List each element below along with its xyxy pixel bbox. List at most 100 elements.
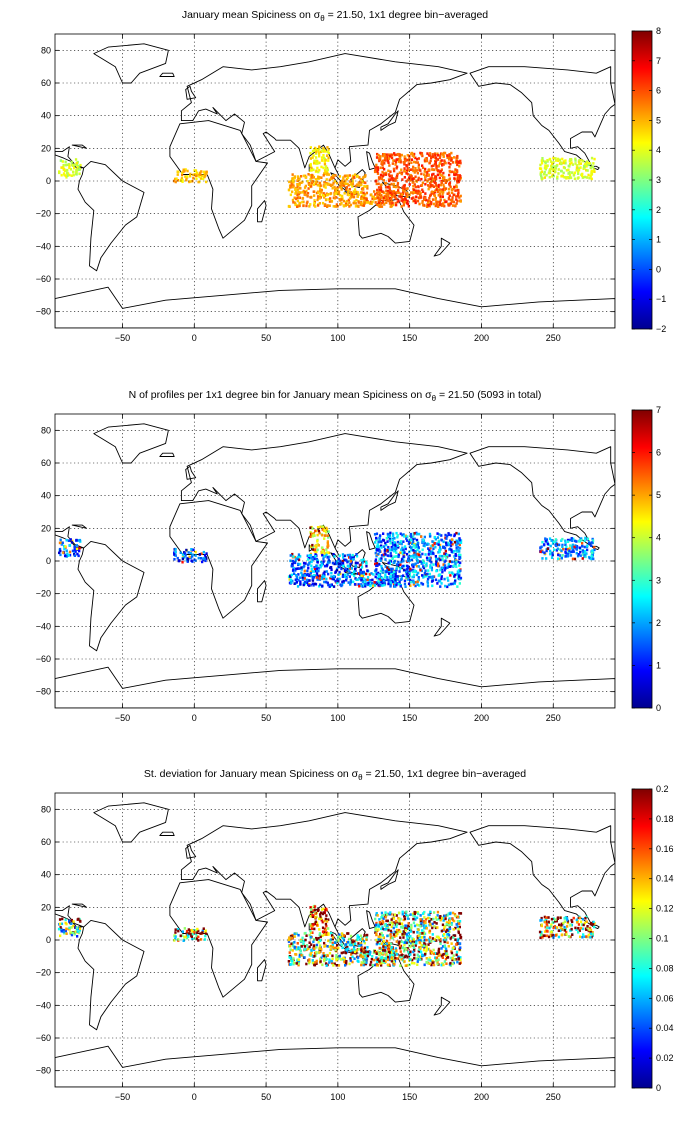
data-bin: [425, 198, 428, 202]
data-bin: [392, 574, 395, 577]
data-bin: [306, 192, 310, 195]
data-bin: [424, 918, 428, 921]
data-bin: [458, 575, 461, 578]
data-bin: [454, 168, 457, 171]
data-bin: [331, 561, 335, 565]
data-bin: [405, 933, 408, 936]
data-bin: [73, 932, 76, 936]
data-bin: [407, 172, 410, 176]
data-bin: [312, 548, 315, 551]
data-bin: [450, 200, 454, 203]
data-bin: [455, 923, 458, 926]
data-bin: [365, 564, 368, 568]
data-bin: [380, 931, 383, 935]
data-bin: [579, 926, 583, 930]
data-bin: [66, 174, 69, 177]
data-bin: [387, 582, 390, 586]
data-bin: [434, 958, 437, 961]
data-bin: [322, 185, 326, 188]
data-bin: [560, 924, 563, 927]
data-bin: [387, 561, 390, 565]
data-bin: [386, 566, 389, 569]
data-bin: [413, 532, 416, 535]
data-bin: [324, 530, 328, 534]
data-bin: [438, 176, 441, 180]
data-bin: [435, 202, 438, 206]
data-bin: [362, 573, 365, 576]
data-bin: [431, 961, 434, 964]
data-bin: [299, 562, 302, 566]
data-bin: [545, 538, 548, 541]
data-bin: [420, 929, 424, 932]
data-bin: [428, 940, 431, 943]
data-bin: [579, 920, 583, 924]
data-bin: [315, 169, 318, 173]
data-bin: [575, 918, 578, 922]
data-bin: [354, 561, 357, 565]
data-bin: [349, 583, 352, 586]
data-bin: [288, 951, 291, 954]
data-bin: [430, 155, 433, 159]
data-bin: [59, 553, 62, 557]
data-bin: [188, 555, 191, 559]
data-bin: [395, 953, 399, 956]
data-bin: [202, 177, 205, 181]
data-bin: [375, 168, 378, 171]
data-bin: [327, 536, 330, 539]
data-bin: [405, 552, 409, 556]
data-bin: [408, 159, 411, 162]
data-bin: [437, 551, 440, 554]
data-bin: [327, 583, 330, 587]
data-bin: [394, 571, 397, 575]
data-bin: [349, 559, 353, 563]
data-bin: [297, 178, 300, 182]
colorbar-tick-label: 0: [656, 1083, 661, 1093]
data-bin: [288, 180, 291, 184]
data-bin: [541, 550, 544, 554]
data-bin: [396, 182, 400, 185]
data-bin: [70, 174, 73, 177]
data-bin: [437, 949, 440, 953]
data-bin: [395, 583, 398, 587]
data-bin: [590, 541, 593, 544]
data-bin: [344, 182, 347, 185]
data-bin: [385, 954, 389, 957]
data-bin: [317, 544, 320, 547]
data-bin: [450, 942, 453, 945]
data-bin: [434, 956, 437, 959]
data-bin: [372, 195, 375, 199]
data-bin: [433, 535, 436, 539]
data-bin: [309, 571, 312, 575]
data-bin: [456, 170, 459, 173]
data-bin: [559, 916, 562, 920]
data-bin: [398, 171, 401, 174]
data-bin: [314, 553, 317, 556]
data-bin: [376, 168, 380, 171]
data-bin: [592, 162, 595, 165]
data-bin: [351, 555, 354, 559]
data-bin: [438, 579, 441, 583]
data-bin: [395, 576, 398, 580]
data-bin: [567, 175, 570, 179]
data-bin: [417, 166, 420, 169]
data-bin: [375, 568, 378, 571]
data-bin: [424, 553, 427, 556]
data-bin: [384, 553, 387, 556]
data-bin: [359, 563, 362, 567]
data-bin: [313, 568, 317, 571]
data-bin: [398, 195, 401, 198]
data-bin: [431, 153, 434, 156]
data-bin: [552, 156, 555, 160]
data-bin: [296, 188, 300, 191]
data-bin: [415, 555, 418, 558]
data-bin: [408, 936, 411, 940]
data-bin: [413, 910, 416, 914]
data-bin: [409, 178, 413, 181]
data-bin: [548, 157, 552, 161]
data-bin: [386, 554, 389, 557]
data-bin: [393, 930, 396, 934]
coastline: [71, 144, 88, 149]
data-bin: [330, 961, 334, 965]
data-bin: [399, 955, 402, 959]
data-bin: [447, 562, 450, 566]
